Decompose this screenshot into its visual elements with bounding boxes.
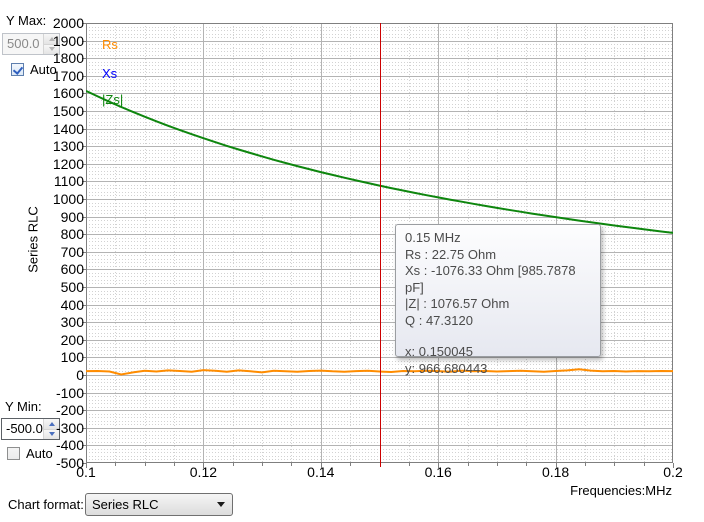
y-tick-label: 1900 <box>52 32 84 49</box>
ymax-auto-row: Auto <box>11 62 57 77</box>
y-tick-label: -200 <box>55 402 84 419</box>
x-tick-label: 0.12 <box>189 464 218 480</box>
y-tick-label: 400 <box>60 296 84 313</box>
ymin-spin-up-icon[interactable] <box>44 419 59 429</box>
y-tick-label: 1600 <box>52 85 84 102</box>
x-tick-label: 0.16 <box>424 464 452 480</box>
y-tick-label: 0 <box>76 367 84 383</box>
y-tick-label: 100 <box>60 349 84 366</box>
y-tick-label: 1800 <box>52 50 84 67</box>
tooltip-mouse-y: y: 966.680443 <box>405 360 488 376</box>
legend-rs: Rs <box>102 37 118 52</box>
ymax-auto-label: Auto <box>30 62 57 77</box>
y-tick-label: 1400 <box>52 120 84 137</box>
y-tick-label: -300 <box>55 419 84 436</box>
check-icon <box>12 64 24 75</box>
legend-zs: |Zs| <box>102 92 124 107</box>
y-tick-label: 1000 <box>52 191 84 207</box>
dropdown-arrow-icon <box>217 502 225 507</box>
ymax-label: Y Max: <box>6 13 47 28</box>
series-zs <box>86 89 673 234</box>
y-tick-label: 300 <box>60 314 84 331</box>
tooltip-mouse-x: x: 0.150045 <box>405 344 473 359</box>
x-tick-label: 0.1 <box>76 464 96 480</box>
ymin-auto-label: Auto <box>26 446 53 461</box>
y-tick-label: 1100 <box>53 173 84 190</box>
y-tick-label: 500 <box>60 279 84 295</box>
ymax-value[interactable]: 500.0 <box>7 36 40 51</box>
y-axis-title: Series RLC <box>25 206 41 273</box>
x-tick-label: 0.2 <box>663 464 683 480</box>
y-tick-label: 700 <box>60 243 84 260</box>
y-tick-label: 600 <box>60 261 84 278</box>
ymin-value[interactable]: -500.0 <box>6 421 43 436</box>
y-tick-label: 1500 <box>52 103 84 119</box>
chart-format-selected: Series RLC <box>92 497 159 512</box>
tooltip-z: |Z| : 1076.57 Ohm <box>405 296 510 311</box>
y-tick-label: 1700 <box>52 67 84 84</box>
ymax-spin-down-icon[interactable] <box>44 43 59 54</box>
ymin-label: Y Min: <box>5 399 42 414</box>
ymin-auto-checkbox[interactable] <box>7 447 20 460</box>
ymin-spin-buttons <box>43 419 59 439</box>
tooltip-q: Q : 47.3120 <box>405 312 473 328</box>
ymin-spinner[interactable]: -500.0 <box>1 418 60 440</box>
y-tick-label: -500 <box>55 455 84 471</box>
y-tick-label: 1200 <box>52 155 84 172</box>
legend-xs: Xs <box>102 66 118 81</box>
x-tick-label: 0.18 <box>541 464 570 480</box>
chart-format-label: Chart format: <box>8 497 84 512</box>
ymax-auto-checkbox[interactable] <box>11 63 24 76</box>
chart-format-dropdown[interactable]: Series RLC <box>85 493 233 516</box>
y-tick-label: 200 <box>60 331 84 348</box>
x-axis-title: Frequencies:MHz <box>570 483 672 498</box>
y-tick-label: 1300 <box>52 138 84 155</box>
tooltip-rs: Rs : 22.75 Ohm <box>405 246 497 262</box>
series-rs <box>86 368 673 376</box>
x-tick-label: 0.14 <box>307 464 335 480</box>
ymin-spin-down-icon[interactable] <box>44 428 59 439</box>
tooltip-frequency: 0.15 MHz <box>405 230 461 245</box>
y-tick-label: 2000 <box>52 15 84 31</box>
tooltip-xs: Xs : -1076.33 Ohm [985.7878 pF] <box>405 263 576 295</box>
ymax-spin-up-icon[interactable] <box>44 34 59 44</box>
y-tick-label: -100 <box>55 384 84 401</box>
y-tick-label: 800 <box>60 226 84 243</box>
ymax-spinner[interactable]: 500.0 <box>2 33 60 55</box>
y-tick-label: 900 <box>60 208 84 225</box>
y-tick-label: -400 <box>55 437 84 454</box>
ymax-spin-buttons <box>43 34 59 54</box>
cursor-tooltip: 0.15 MHz Rs : 22.75 Ohm Xs : -1076.33 Oh… <box>395 224 601 376</box>
ymin-auto-row: Auto <box>7 446 53 461</box>
